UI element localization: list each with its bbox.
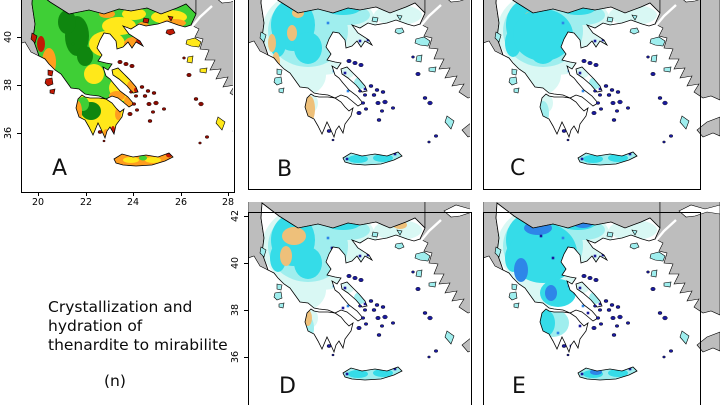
d-ylabel-40: 40 <box>230 256 241 270</box>
panel-e-label: E <box>512 374 526 399</box>
d-ytick-42 <box>244 216 248 217</box>
map-panel-d <box>248 202 470 405</box>
a-ytick-36 <box>17 133 21 134</box>
a-ytick-40 <box>17 37 21 38</box>
a-ylabel-40: 40 <box>3 30 14 44</box>
panel-c-label: C <box>510 156 526 181</box>
caption-line-3: thenardite to mirabilite <box>48 336 228 354</box>
a-xtick-20 <box>38 192 39 196</box>
d-ytick-38 <box>244 310 248 311</box>
panel-d-label: D <box>279 374 296 399</box>
a-xlabel-20: 20 <box>31 197 45 208</box>
a-xlabel-28: 28 <box>221 197 235 208</box>
map-panel-b <box>248 0 470 189</box>
d-ylabel-42: 42 <box>230 209 241 223</box>
panel-b-label: B <box>277 157 293 182</box>
a-ylabel-38: 38 <box>3 78 14 92</box>
a-xtick-28 <box>228 192 229 196</box>
a-ytick-38 <box>17 85 21 86</box>
caption-unit-label: (n) <box>104 372 126 390</box>
map-panel-e <box>483 202 720 405</box>
a-xtick-22 <box>86 192 87 196</box>
a-xlabel-24: 24 <box>126 197 140 208</box>
d-ytick-36 <box>244 357 248 358</box>
caption-text: Crystallization and hydration of thenard… <box>48 298 258 355</box>
map-panel-a <box>21 0 233 192</box>
d-ytick-40 <box>244 263 248 264</box>
a-xtick-24 <box>133 192 134 196</box>
a-ylabel-36: 36 <box>3 126 14 140</box>
map-panel-c <box>483 0 720 189</box>
a-xlabel-26: 26 <box>174 197 188 208</box>
panel-a-label: A <box>52 156 68 181</box>
a-xtick-26 <box>181 192 182 196</box>
a-xlabel-22: 22 <box>79 197 93 208</box>
caption-line-1: Crystallization and <box>48 298 193 316</box>
caption-line-2: hydration of <box>48 317 143 335</box>
